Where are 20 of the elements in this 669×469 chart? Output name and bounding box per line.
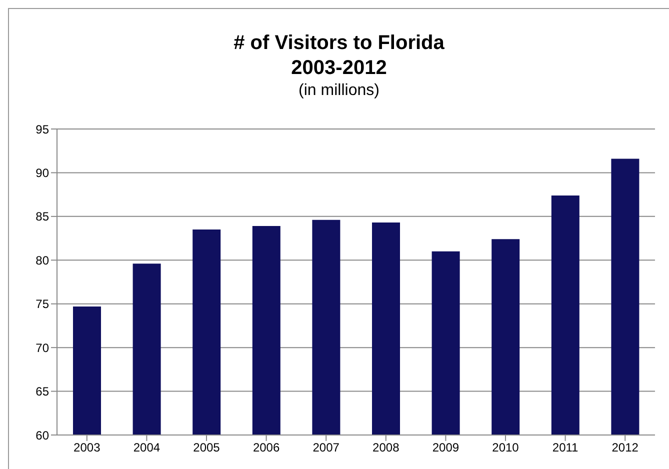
y-tick-label: 60 xyxy=(36,428,50,442)
x-tick-label: 2005 xyxy=(193,440,220,455)
chart-title: # of Visitors to Florida 2003-2012 xyxy=(232,31,446,81)
y-tick-label: 90 xyxy=(36,166,50,180)
x-tick-label: 2007 xyxy=(312,440,340,455)
y-tick-label: 95 xyxy=(36,122,50,136)
y-tick-label: 85 xyxy=(36,210,50,224)
y-tick-label: 70 xyxy=(36,340,50,355)
y-tick-label: 75 xyxy=(36,297,50,312)
x-tick-label: 2008 xyxy=(372,440,400,455)
y-tick-label: 80 xyxy=(36,253,50,268)
x-tick-label: 2003 xyxy=(74,440,101,455)
x-tick-label: 2012 xyxy=(612,440,639,455)
chart-subtitle: (in millions) xyxy=(298,82,380,100)
x-tick-label: 2004 xyxy=(133,440,160,455)
x-tick-label: 2011 xyxy=(552,440,579,455)
x-tick-label: 2006 xyxy=(252,440,280,455)
y-tick-label: 65 xyxy=(36,384,50,399)
x-tick-label: 2010 xyxy=(492,440,520,455)
x-tick-label: 2009 xyxy=(432,440,460,455)
